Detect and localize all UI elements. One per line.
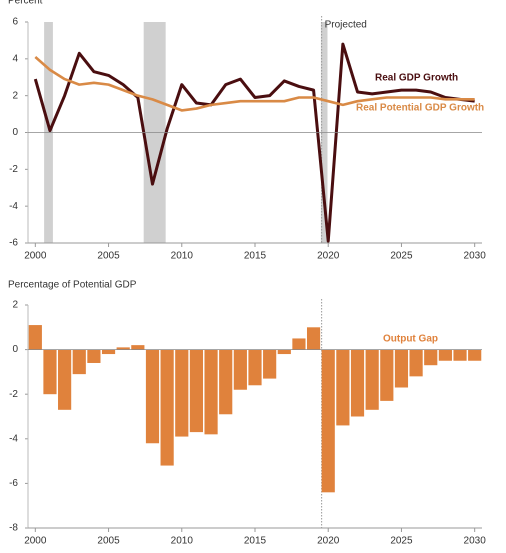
series-line xyxy=(34,56,475,112)
y-tick-label: 0 xyxy=(12,344,18,355)
y-tick-label: 0 xyxy=(12,127,18,138)
y-tick-label: 6 xyxy=(12,17,18,28)
x-tick-label: 2020 xyxy=(317,251,340,262)
y-tick-label: -6 xyxy=(9,478,18,489)
chart-panel: Percentage of Potential GDP -8 -6 -4 -2 0 2 200… xyxy=(8,280,486,547)
series-label: Real Potential GDP Growth xyxy=(356,103,484,114)
bar xyxy=(204,349,218,435)
bar xyxy=(189,349,204,433)
x-tick-label: 2025 xyxy=(390,536,413,547)
y-tick-label: -8 xyxy=(9,523,18,534)
x-tick-label: 2005 xyxy=(97,251,120,262)
bar xyxy=(277,349,291,355)
bar xyxy=(263,349,277,379)
bar xyxy=(175,349,189,437)
bar xyxy=(72,349,86,375)
x-tick-label: 2000 xyxy=(24,251,47,262)
bar xyxy=(306,327,321,350)
y-tick-label: 2 xyxy=(12,300,18,311)
bar xyxy=(219,349,233,415)
series-line xyxy=(33,42,475,243)
bar xyxy=(350,349,365,417)
x-tick-label: 2020 xyxy=(317,536,340,547)
y-tick-label: -2 xyxy=(9,389,18,400)
bar xyxy=(409,349,423,377)
bar xyxy=(145,349,160,444)
y-tick-label: -6 xyxy=(9,238,18,249)
x-tick-label: 2000 xyxy=(24,536,47,547)
bar xyxy=(468,349,482,361)
bar xyxy=(394,349,409,388)
y-tick-label: -2 xyxy=(9,164,18,175)
bar xyxy=(116,347,130,350)
series-label: Real GDP Growth xyxy=(375,73,458,84)
bar xyxy=(160,349,174,466)
x-tick-label: 2030 xyxy=(464,536,487,547)
bar xyxy=(424,349,438,366)
bar xyxy=(365,349,379,410)
y-tick-label: -4 xyxy=(9,433,18,444)
bar xyxy=(453,349,467,361)
y-tick-label: -4 xyxy=(9,201,18,212)
bar xyxy=(233,349,247,390)
bar xyxy=(101,349,116,355)
x-tick-label: 2015 xyxy=(244,251,267,262)
x-tick-label: 2025 xyxy=(390,251,413,262)
bar xyxy=(292,338,306,350)
bar xyxy=(438,349,452,361)
bar xyxy=(380,349,394,401)
y-axis-title: Percent xyxy=(8,0,43,7)
bar xyxy=(321,349,335,493)
bar xyxy=(248,349,262,386)
bar xyxy=(131,345,145,350)
chart-panel: Percent Projected -6 -4 -2 0 2 4 6 2000 2005 2010 20… xyxy=(8,0,486,262)
x-tick-label: 2005 xyxy=(97,536,120,547)
x-tick-label: 2010 xyxy=(171,251,194,262)
bar xyxy=(87,349,101,363)
bar xyxy=(28,325,42,350)
y-tick-label: 4 xyxy=(12,53,18,64)
y-axis-title: Percentage of Potential GDP xyxy=(8,280,137,291)
x-tick-label: 2015 xyxy=(244,536,267,547)
bar xyxy=(336,349,350,426)
y-tick-label: 2 xyxy=(12,90,18,101)
x-tick-label: 2010 xyxy=(171,536,194,547)
x-tick-label: 2030 xyxy=(464,251,487,262)
projection-label: Projected xyxy=(325,20,367,31)
bar xyxy=(43,349,57,395)
series-label: Output Gap xyxy=(383,334,438,345)
bar xyxy=(58,349,72,410)
